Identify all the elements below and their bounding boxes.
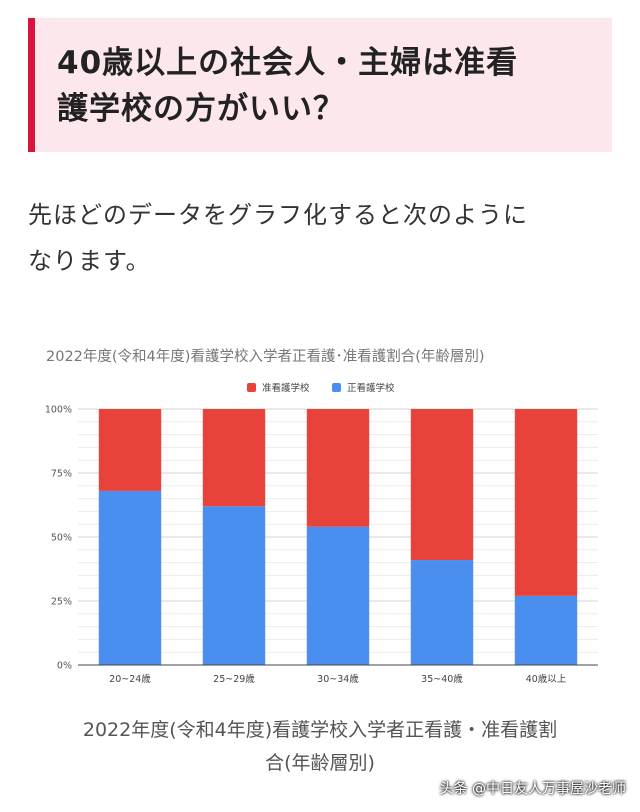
intro-line-2: なります。 xyxy=(28,247,151,275)
y-tick-label: 0% xyxy=(57,661,72,672)
legend-item-seikango: 正看護学校 xyxy=(332,380,395,394)
y-tick-label: 75% xyxy=(51,469,72,480)
image-caption: 2022年度(令和4年度)看護学校入学者正看護・准看護割 合(年齢層別) xyxy=(20,714,620,780)
watermark: 头条 @中日友人万事屋沙老师 xyxy=(439,781,626,797)
y-tick-label: 50% xyxy=(51,533,72,544)
x-tick-label: 35~40歳 xyxy=(421,673,463,685)
chart-title: 2022年度(令和4年度)看護学校入学者正看護･准看護割合(年齢層別) xyxy=(46,349,485,365)
legend-swatch-seikango xyxy=(332,382,341,392)
heading-box: 40歳以上の社会人・主婦は准看 護学校の方がいい？ xyxy=(28,18,612,152)
x-tick-label: 30~34歳 xyxy=(317,673,359,685)
legend-swatch-junkango xyxy=(247,382,256,392)
x-tick-label: 40歳以上 xyxy=(526,673,567,685)
bar-segment-junkango xyxy=(202,409,266,507)
caption-line-1: 2022年度(令和4年度)看護学校入学者正看護・准看護割 xyxy=(82,719,558,741)
bar-segment-junkango xyxy=(306,409,370,527)
bar-segment-seikango xyxy=(306,526,370,665)
stacked-bar-chart: 0% 25% 50% 75% 100% 20~24歳 25~29歳 30~34歳 35~40歳 4… xyxy=(45,405,598,685)
bar-segment-junkango xyxy=(410,409,474,561)
intro-paragraph: 先ほどのデータをグラフ化すると次のように なります。 xyxy=(28,192,612,284)
caption-line-2: 合(年齢層別) xyxy=(265,752,375,774)
intro-line-1: 先ほどのデータをグラフ化すると次のように xyxy=(28,201,528,229)
y-tick-label: 25% xyxy=(51,597,72,608)
bar-segment-seikango xyxy=(514,595,578,665)
heading-line-2: 護学校の方がいい？ xyxy=(57,91,345,127)
heading-line-1: 40歳以上の社会人・主婦は准看 xyxy=(57,45,519,81)
chart-legend: 准看護学校 正看護学校 xyxy=(0,380,640,394)
section-heading: 40歳以上の社会人・主婦は准看 護学校の方がいい？ xyxy=(57,40,607,132)
legend-label-junkango: 准看護学校 xyxy=(262,383,310,394)
bar-segment-junkango xyxy=(514,409,578,596)
x-tick-label: 20~24歳 xyxy=(109,673,151,685)
bar-segment-seikango xyxy=(202,506,266,665)
bar-segment-seikango xyxy=(98,490,162,665)
x-tick-label: 25~29歳 xyxy=(213,673,255,685)
legend-item-junkango: 准看護学校 xyxy=(247,380,310,394)
bar-segment-seikango xyxy=(410,560,474,665)
legend-label-seikango: 正看護学校 xyxy=(347,383,395,394)
y-tick-label: 100% xyxy=(45,405,72,416)
bar-segment-junkango xyxy=(98,409,162,491)
